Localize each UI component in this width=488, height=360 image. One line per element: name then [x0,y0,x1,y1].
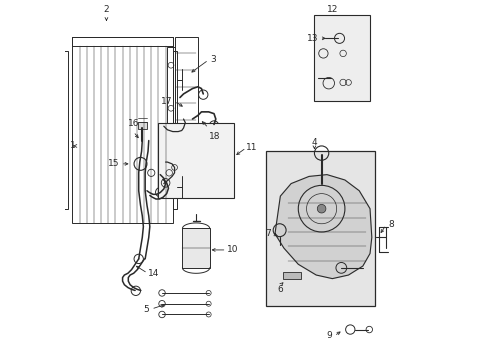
Text: 14: 14 [147,269,159,278]
Bar [72,37,172,223]
Text: 16: 16 [127,119,139,128]
Bar [314,15,369,101]
Bar [64,51,68,209]
Text: 11: 11 [246,143,257,152]
Circle shape [317,204,325,213]
Bar [158,123,233,198]
Text: 6: 6 [277,285,283,294]
Polygon shape [274,175,371,279]
Text: 10: 10 [226,246,238,255]
Text: 13: 13 [306,34,317,43]
Text: 7: 7 [265,229,271,238]
Bar [167,47,174,126]
Bar [174,37,198,137]
Text: 9: 9 [326,332,332,341]
Text: 18: 18 [208,132,220,141]
Bar [72,37,172,45]
Bar [283,272,301,279]
Bar [265,151,375,306]
Text: 3: 3 [210,55,216,64]
Text: 4: 4 [311,138,317,147]
Text: 2: 2 [103,5,109,14]
Bar [172,51,176,209]
Bar [137,122,147,129]
Text: 5: 5 [143,305,149,314]
Text: 1: 1 [69,141,75,150]
Text: 12: 12 [326,5,337,14]
Text: 17: 17 [161,96,172,105]
Text: 15: 15 [107,159,119,168]
Bar [182,228,209,268]
Text: 8: 8 [387,220,393,229]
